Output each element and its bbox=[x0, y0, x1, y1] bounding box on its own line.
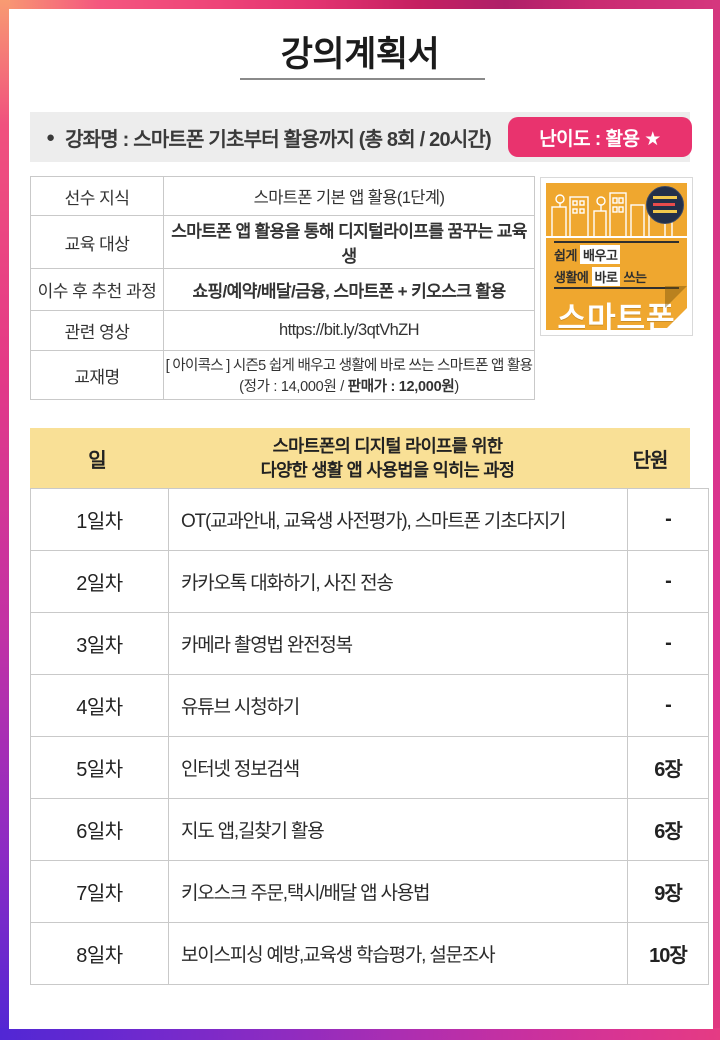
schedule-header: 일 스마트폰의 디지털 라이프를 위한 다양한 생활 앱 사용법을 익히는 과정… bbox=[30, 428, 690, 488]
schedule-row-day5: 5일차 인터넷 정보검색 6장 bbox=[30, 736, 709, 799]
related-video-link[interactable]: https://bit.ly/3qtVhZH bbox=[163, 310, 535, 351]
schedule-row-day2: 2일차 카카오톡 대화하기, 사진 전송 - bbox=[30, 550, 709, 613]
header-topic-column: 스마트폰의 디지털 라이프를 위한 다양한 생활 앱 사용법을 익히는 과정 bbox=[165, 434, 610, 483]
textbook-sale-price: 판매가 : 12,000원 bbox=[347, 379, 455, 395]
cover-divider bbox=[554, 287, 679, 289]
header-day-column: 일 bbox=[88, 449, 107, 472]
unit-cell: 6장 bbox=[627, 736, 709, 799]
bullet-icon: ● bbox=[46, 128, 56, 146]
schedule-row-day8: 8일차 보이스피싱 예방,교육생 학습평가, 설문조사 10장 bbox=[30, 922, 709, 985]
topic-cell: 키오스크 주문,택시/배달 앱 사용법 bbox=[168, 860, 628, 923]
schedule-row-day4: 4일차 유튜브 시청하기 - bbox=[30, 674, 709, 737]
topic-cell: 지도 앱,길찾기 활용 bbox=[168, 798, 628, 861]
table-row: 이수 후 추천 과정 쇼핑/예약/배달/금융, 스마트폰 + 키오스크 활용 bbox=[30, 268, 535, 311]
cover-tagline-1: 쉽게 배우고 bbox=[554, 245, 621, 264]
unit-cell: - bbox=[627, 612, 709, 675]
page-curl-icon bbox=[665, 308, 687, 330]
schedule-row-day1: 1일차 OT(교과안내, 교육생 사전평가), 스마트폰 기초다지기 - bbox=[30, 488, 709, 551]
award-badge-icon bbox=[646, 186, 684, 224]
tagline-text: 쓰는 bbox=[620, 270, 647, 285]
info-value-next-course: 쇼핑/예약/배달/금융, 스마트폰 + 키오스크 활용 bbox=[163, 268, 535, 311]
topic-cell: 유튜브 시청하기 bbox=[168, 674, 628, 737]
topic-cell: 카메라 촬영법 완전정복 bbox=[168, 612, 628, 675]
difficulty-badge: 난이도 : 활용 ★ bbox=[508, 117, 692, 157]
title-underline bbox=[240, 78, 485, 80]
unit-cell: - bbox=[627, 488, 709, 551]
unit-cell: - bbox=[627, 550, 709, 613]
course-name-label: 강좌명 : 스마트폰 기초부터 활용까지 (총 8회 / 20시간) bbox=[65, 128, 492, 151]
day-cell: 7일차 bbox=[30, 860, 169, 923]
textbook-price-line: (정가 : 14,000원 / 판매가 : 12,000원) bbox=[165, 375, 533, 396]
info-label-prerequisite: 선수 지식 bbox=[30, 176, 164, 216]
textbook-cover-image: 쉽게 배우고 생활에 바로 쓰는 스마트폰 앱 활용 bbox=[546, 183, 687, 330]
info-value-prerequisite: 스마트폰 기본 앱 활용(1단계) bbox=[163, 176, 535, 216]
info-value-target: 스마트폰 앱 활용을 통해 디지털라이프를 꿈꾸는 교육생 bbox=[163, 215, 535, 269]
topic-cell: 보이스피싱 예방,교육생 학습평가, 설문조사 bbox=[168, 922, 628, 985]
cover-divider bbox=[554, 241, 679, 243]
unit-cell: 9장 bbox=[627, 860, 709, 923]
frame-left-gradient bbox=[0, 0, 10, 1040]
day-cell: 6일차 bbox=[30, 798, 169, 861]
cover-title-line1: 스마트폰 bbox=[557, 301, 676, 330]
textbook-cover-panel: 쉽게 배우고 생활에 바로 쓰는 스마트폰 앱 활용 bbox=[540, 177, 693, 336]
schedule-row-day7: 7일차 키오스크 주문,택시/배달 앱 사용법 9장 bbox=[30, 860, 709, 923]
info-label-target: 교육 대상 bbox=[30, 215, 164, 269]
info-label-next-course: 이수 후 추천 과정 bbox=[30, 268, 164, 311]
schedule-row-day3: 3일차 카메라 촬영법 완전정복 - bbox=[30, 612, 709, 675]
schedule-body: 1일차 OT(교과안내, 교육생 사전평가), 스마트폰 기초다지기 - 2일차… bbox=[30, 488, 709, 985]
tagline-text: 쉽게 bbox=[554, 248, 581, 263]
table-row: 교육 대상 스마트폰 앱 활용을 통해 디지털라이프를 꿈꾸는 교육생 bbox=[30, 215, 535, 269]
day-cell: 8일차 bbox=[30, 922, 169, 985]
textbook-list-price: (정가 : 14,000원 / bbox=[239, 379, 348, 395]
frame-right-gradient bbox=[712, 0, 720, 1040]
info-value-textbook: [ 아이콕스 ] 시즌5 쉽게 배우고 생활에 바로 쓰는 스마트폰 앱 활용 … bbox=[163, 350, 535, 400]
course-title-bar: ● 강좌명 : 스마트폰 기초부터 활용까지 (총 8회 / 20시간) 난이도… bbox=[30, 112, 692, 162]
course-info-table: 선수 지식 스마트폰 기본 앱 활용(1단계) 교육 대상 스마트폰 앱 활용을… bbox=[30, 176, 535, 400]
table-row: 선수 지식 스마트폰 기본 앱 활용(1단계) bbox=[30, 176, 535, 216]
day-cell: 3일차 bbox=[30, 612, 169, 675]
day-cell: 2일차 bbox=[30, 550, 169, 613]
page-title: 강의계획서 bbox=[280, 35, 440, 74]
header-unit-column: 단원 bbox=[632, 449, 669, 472]
unit-cell: - bbox=[627, 674, 709, 737]
cover-tagline-2: 생활에 바로 쓰는 bbox=[554, 267, 647, 286]
table-row: 교재명 [ 아이콕스 ] 시즌5 쉽게 배우고 생활에 바로 쓰는 스마트폰 앱… bbox=[30, 350, 535, 400]
tagline-highlight: 배우고 bbox=[580, 245, 621, 264]
info-label-video: 관련 영상 bbox=[30, 310, 164, 351]
day-cell: 4일차 bbox=[30, 674, 169, 737]
unit-cell: 6장 bbox=[627, 798, 709, 861]
header-topic-line1: 스마트폰의 디지털 라이프를 위한 bbox=[272, 435, 503, 456]
topic-cell: 인터넷 정보검색 bbox=[168, 736, 628, 799]
table-row: 관련 영상 https://bit.ly/3qtVhZH bbox=[30, 310, 535, 351]
page-curl-shadow bbox=[665, 286, 687, 308]
schedule-table: 일 스마트폰의 디지털 라이프를 위한 다양한 생활 앱 사용법을 익히는 과정… bbox=[30, 428, 709, 985]
tagline-highlight: 바로 bbox=[591, 267, 621, 286]
schedule-row-day6: 6일차 지도 앱,길찾기 활용 6장 bbox=[30, 798, 709, 861]
day-cell: 1일차 bbox=[30, 488, 169, 551]
topic-cell: OT(교과안내, 교육생 사전평가), 스마트폰 기초다지기 bbox=[168, 488, 628, 551]
tagline-text: 생활에 bbox=[554, 270, 592, 285]
day-cell: 5일차 bbox=[30, 736, 169, 799]
info-label-textbook: 교재명 bbox=[30, 350, 164, 400]
topic-cell: 카카오톡 대화하기, 사진 전송 bbox=[168, 550, 628, 613]
header-topic-line2: 다양한 생활 앱 사용법을 익히는 과정 bbox=[260, 460, 515, 480]
unit-cell: 10장 bbox=[627, 922, 709, 985]
textbook-title-line: [ 아이콕스 ] 시즌5 쉽게 배우고 생활에 바로 쓰는 스마트폰 앱 활용 bbox=[165, 358, 533, 374]
textbook-price-close: ) bbox=[454, 379, 459, 395]
frame-bottom-gradient bbox=[0, 1028, 720, 1040]
frame-top-gradient bbox=[0, 0, 720, 10]
